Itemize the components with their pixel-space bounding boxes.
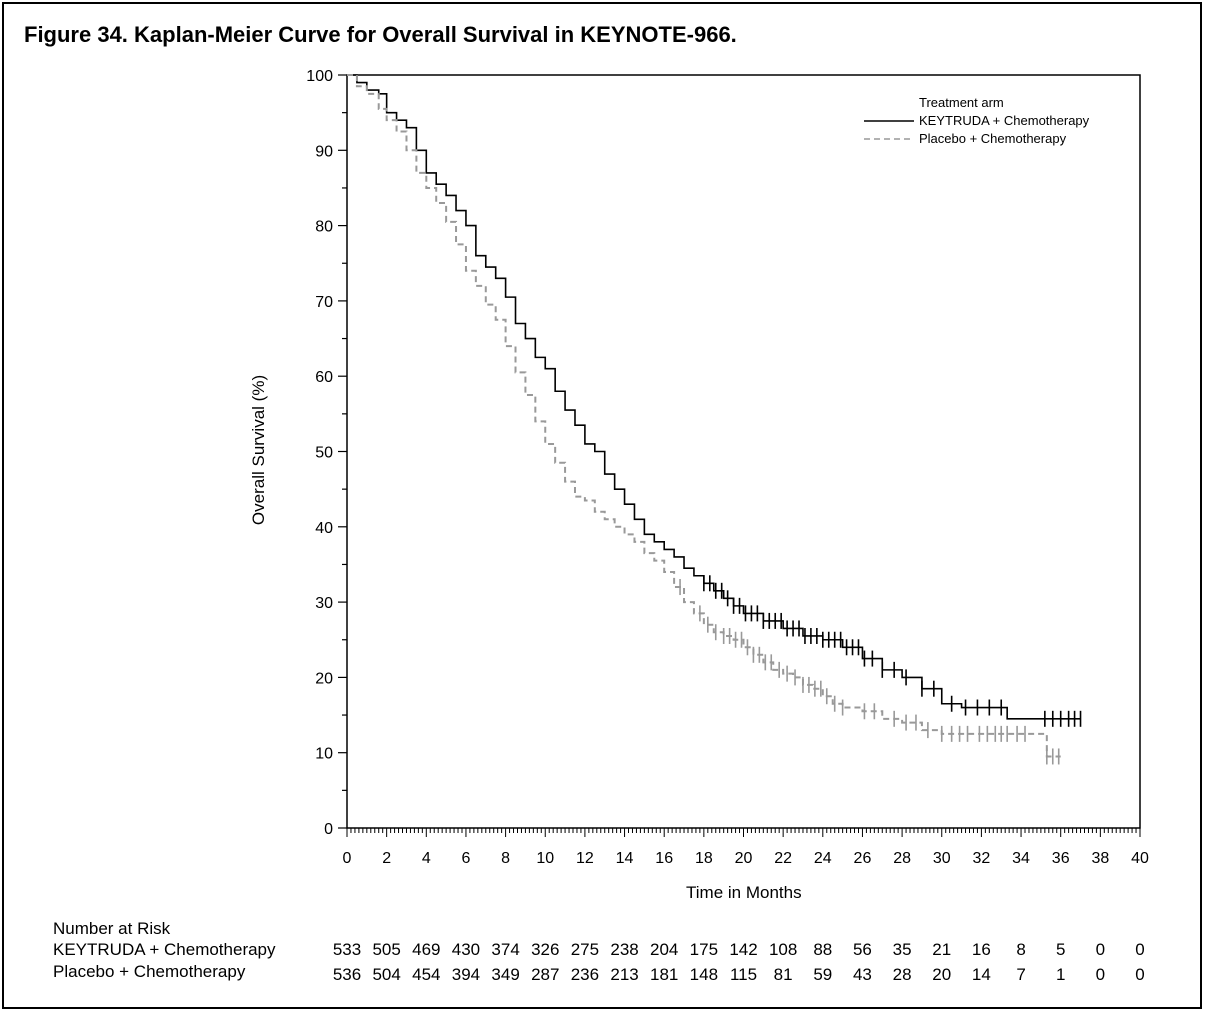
risk-value: 16 — [971, 940, 991, 959]
risk-value: 504 — [372, 965, 401, 984]
risk-value: 287 — [531, 965, 560, 984]
risk-value: 374 — [491, 940, 520, 959]
x-tick-label: 12 — [576, 850, 594, 867]
legend-label-placebo: Placebo + Chemotherapy — [919, 131, 1067, 146]
x-tick-label: 8 — [501, 850, 510, 867]
km-curve-keytruda — [347, 74, 1081, 720]
risk-value: 142 — [729, 940, 758, 959]
survival-curves — [347, 74, 1082, 765]
risk-value: 275 — [570, 940, 600, 959]
x-tick-label: 0 — [343, 850, 352, 867]
x-tick-label: 34 — [1012, 850, 1030, 867]
risk-value: 536 — [332, 965, 362, 984]
km-curve-placebo — [347, 74, 1061, 758]
risk-value: 148 — [689, 965, 719, 984]
x-tick-label: 14 — [616, 850, 634, 867]
risk-value: 8 — [1016, 940, 1026, 959]
risk-table-header: Number at Risk — [53, 919, 171, 938]
legend-title: Treatment arm — [919, 95, 1004, 110]
risk-value: 469 — [412, 940, 441, 959]
risk-value: 81 — [773, 965, 793, 984]
risk-value: 28 — [892, 965, 912, 984]
risk-value: 0 — [1135, 965, 1145, 984]
risk-value: 0 — [1135, 940, 1145, 959]
risk-value: 213 — [610, 965, 639, 984]
risk-value: 20 — [932, 965, 952, 984]
risk-value: 21 — [932, 940, 952, 959]
risk-value: 505 — [372, 940, 401, 959]
x-axis-label: Time in Months — [686, 883, 802, 902]
x-tick-label: 30 — [933, 850, 951, 867]
figure-title: Figure 34. Kaplan-Meier Curve for Overal… — [24, 22, 737, 47]
risk-value: 59 — [813, 965, 833, 984]
y-tick-label: 10 — [315, 746, 333, 763]
risk-value: 1 — [1055, 965, 1066, 984]
risk-value: 43 — [852, 965, 872, 984]
risk-value: 175 — [689, 940, 719, 959]
risk-value: 454 — [412, 965, 441, 984]
risk-row-label-placebo: Placebo + Chemotherapy — [53, 962, 246, 981]
x-tick-label: 20 — [735, 850, 753, 867]
x-tick-label: 28 — [893, 850, 911, 867]
risk-value: 0 — [1095, 940, 1106, 959]
risk-value: 7 — [1016, 965, 1026, 984]
risk-value: 14 — [971, 965, 991, 984]
risk-value: 35 — [892, 940, 912, 959]
risk-value: 238 — [610, 940, 639, 959]
risk-value: 326 — [531, 940, 560, 959]
x-tick-label: 18 — [695, 850, 713, 867]
x-tick-label: 32 — [973, 850, 991, 867]
x-tick-label: 38 — [1091, 850, 1109, 867]
y-tick-label: 50 — [315, 445, 333, 462]
y-tick-label: 20 — [315, 670, 333, 687]
x-tick-label: 40 — [1131, 850, 1149, 867]
risk-value: 0 — [1095, 965, 1106, 984]
x-tick-label: 24 — [814, 850, 832, 867]
risk-value: 533 — [332, 940, 362, 959]
y-tick-label: 70 — [315, 294, 333, 311]
risk-value: 349 — [491, 965, 520, 984]
y-tick-label: 60 — [315, 369, 333, 386]
x-tick-label: 2 — [382, 850, 391, 867]
x-tick-label: 6 — [461, 850, 470, 867]
y-tick-label: 80 — [315, 219, 333, 236]
x-tick-label: 26 — [854, 850, 872, 867]
y-tick-label: 40 — [315, 520, 333, 537]
y-tick-label: 90 — [315, 143, 333, 160]
risk-value: 108 — [768, 940, 798, 959]
x-tick-label: 22 — [774, 850, 792, 867]
y-tick-label: 30 — [315, 595, 333, 612]
risk-value: 204 — [650, 940, 679, 959]
risk-value: 56 — [852, 940, 872, 959]
y-tick-label: 100 — [306, 68, 333, 85]
x-tick-label: 36 — [1052, 850, 1070, 867]
risk-value: 115 — [729, 965, 758, 984]
risk-value: 394 — [451, 965, 481, 984]
legend-label-keytruda: KEYTRUDA + Chemotherapy — [919, 113, 1090, 128]
x-tick-label: 4 — [422, 850, 431, 867]
chart-legend: Treatment arm KEYTRUDA + Chemotherapy Pl… — [864, 95, 1090, 146]
risk-value: 88 — [813, 940, 833, 959]
risk-value: 181 — [650, 965, 679, 984]
risk-value: 236 — [570, 965, 600, 984]
x-tick-label: 10 — [536, 850, 554, 867]
y-axis-label: Overall Survival (%) — [249, 375, 268, 525]
risk-row-label-keytruda: KEYTRUDA + Chemotherapy — [53, 940, 276, 959]
plot-frame — [346, 74, 1141, 829]
risk-value: 430 — [451, 940, 481, 959]
risk-value: 5 — [1055, 940, 1066, 959]
y-tick-label: 0 — [324, 821, 333, 838]
x-tick-label: 16 — [655, 850, 673, 867]
